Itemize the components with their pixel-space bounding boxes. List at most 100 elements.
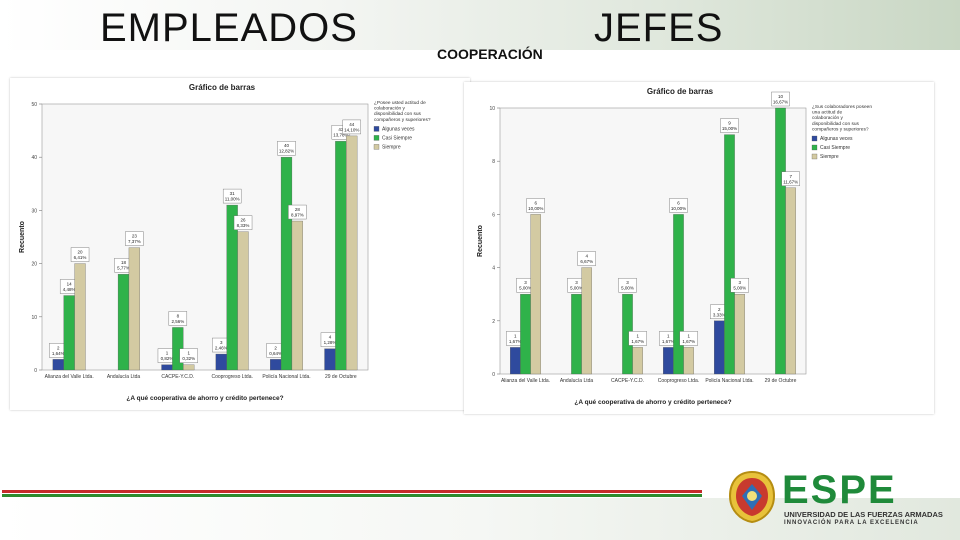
bar bbox=[673, 214, 684, 375]
data-label: 6 10,00% bbox=[528, 200, 543, 211]
x-tick-label: Policía Nacional Ltda. bbox=[262, 374, 310, 380]
data-label-box bbox=[781, 171, 800, 187]
y-tick-label: 0 bbox=[34, 368, 37, 374]
legend-item: Casi Siempre bbox=[820, 145, 850, 151]
bar bbox=[785, 187, 796, 375]
legend-swatch bbox=[373, 144, 380, 150]
data-label-box bbox=[233, 215, 253, 230]
bar bbox=[775, 107, 786, 375]
y-tick-label: 6 bbox=[492, 212, 495, 218]
legend-title: ¿Sus colaboradores poseen una actitud de c… bbox=[812, 104, 872, 132]
bar bbox=[571, 294, 582, 375]
data-label: 20 6,41% bbox=[74, 250, 87, 261]
x-tick-label: 29 de Octubre bbox=[325, 374, 357, 380]
bar bbox=[117, 274, 130, 371]
y-tick-label: 10 bbox=[489, 106, 495, 112]
x-tick-label: Andalucía Ltda bbox=[107, 374, 141, 380]
data-label: 7 11,67% bbox=[783, 174, 798, 185]
x-tick-label: Cooprogreso Ltda. bbox=[211, 374, 252, 380]
bar bbox=[128, 247, 140, 371]
data-label: 3 5,00% bbox=[733, 280, 746, 291]
legend-item: Algunas veces bbox=[382, 126, 415, 132]
espe-logo: ESPE UNIVERSIDAD DE LAS FUERZAS ARMADAS … bbox=[722, 466, 952, 530]
data-label: 18 5,77% bbox=[117, 260, 130, 271]
x-axis-label: ¿A qué cooperativa de ahorro y crédito p… bbox=[574, 399, 731, 406]
data-label-box bbox=[577, 251, 596, 266]
bar bbox=[714, 320, 725, 375]
data-label-box bbox=[771, 91, 790, 107]
data-label-box bbox=[342, 119, 361, 135]
data-label: 14 4,48% bbox=[63, 282, 76, 293]
bar bbox=[291, 220, 303, 371]
right-title: JEFES bbox=[594, 6, 724, 50]
bar bbox=[161, 364, 173, 371]
data-label: 4 6,67% bbox=[580, 254, 593, 265]
x-tick-label: Policía Nacional Ltda. bbox=[705, 378, 753, 384]
data-label: 2 1,64% bbox=[52, 345, 65, 356]
y-axis-label: Recuento bbox=[19, 221, 26, 253]
x-tick-label: Alianza del Valle Ltda. bbox=[45, 374, 94, 380]
data-label-box bbox=[730, 277, 749, 293]
data-label: 43 13,78% bbox=[333, 127, 348, 138]
data-label: 3 5,00% bbox=[519, 280, 532, 291]
chart-jefes: Gráfico de barras 0 2 4 6 8 10 Recuento 1 1,67% 3 5… bbox=[464, 82, 934, 414]
bar bbox=[324, 348, 336, 371]
legend-item: Siempre bbox=[382, 144, 401, 150]
data-label: 40 12,82% bbox=[279, 143, 294, 154]
subtitle: COOPERACIÓN bbox=[437, 46, 543, 62]
y-axis-label: Recuento bbox=[477, 225, 484, 257]
chart-jefes-svg: Gráfico de barras 0 2 4 6 8 10 Recuento 1 1,67% 3 5… bbox=[477, 87, 872, 406]
x-tick-label: CACPE-Y.C.D. bbox=[611, 378, 644, 384]
legend-swatch bbox=[811, 153, 818, 160]
y-tick-label: 10 bbox=[31, 315, 37, 321]
data-label: 44 14,10% bbox=[344, 122, 359, 133]
data-label: 1 1,67% bbox=[682, 333, 695, 344]
data-label-box bbox=[70, 247, 90, 262]
data-label: 31 11,00% bbox=[225, 191, 240, 202]
data-label-box bbox=[618, 277, 637, 293]
data-label-box bbox=[125, 231, 144, 246]
bar bbox=[74, 263, 86, 371]
plot-area bbox=[41, 103, 369, 371]
chart-empleados-svg: Gráfico de barras 0 10 20 30 40 50 Recuento 2 1,6… bbox=[19, 83, 431, 402]
x-tick-label: CACPE-Y.C.D. bbox=[161, 374, 194, 380]
legend-swatch bbox=[811, 144, 818, 151]
y-tick-label: 8 bbox=[492, 159, 495, 165]
x-tick-label: 29 de Octubre bbox=[765, 378, 797, 384]
left-title: EMPLEADOS bbox=[100, 6, 358, 50]
y-tick-label: 4 bbox=[492, 266, 495, 272]
footer-band bbox=[0, 498, 960, 540]
data-label: 26 8,33% bbox=[237, 218, 250, 229]
bar bbox=[215, 353, 227, 371]
legend-item: Siempre bbox=[820, 154, 839, 160]
data-label-box bbox=[669, 198, 688, 213]
data-label: 3 5,00% bbox=[621, 280, 634, 291]
legend-swatch bbox=[373, 135, 380, 141]
x-tick-label: Alianza del Valle Ltda. bbox=[501, 378, 550, 384]
chart-title: Gráfico de barras bbox=[647, 87, 714, 96]
data-label: 1 1,67% bbox=[631, 333, 644, 344]
bar bbox=[346, 135, 358, 371]
bar bbox=[581, 267, 592, 375]
data-label-box bbox=[277, 141, 296, 156]
bar bbox=[520, 294, 531, 375]
bar bbox=[63, 295, 75, 371]
bar bbox=[335, 141, 347, 371]
espe-emblem-icon bbox=[728, 470, 776, 524]
bar bbox=[632, 347, 643, 375]
data-label: 3 2,46% bbox=[215, 340, 228, 351]
data-label: 4 1,28% bbox=[324, 335, 337, 346]
bar bbox=[183, 364, 195, 371]
x-tick-label: Cooprogreso Ltda. bbox=[658, 378, 699, 384]
y-tick-label: 40 bbox=[31, 155, 37, 161]
chart-empleados: Gráfico de barras 0 10 20 30 40 50 Recuento 2 1,6… bbox=[10, 78, 470, 410]
legend-item: Algunas veces bbox=[820, 136, 853, 142]
data-label-box bbox=[179, 348, 198, 363]
bar bbox=[510, 347, 521, 375]
data-label: 8 2,56% bbox=[171, 313, 184, 324]
data-label: 23 7,37% bbox=[128, 234, 141, 245]
y-tick-label: 0 bbox=[492, 372, 495, 378]
legend-swatch bbox=[373, 126, 380, 132]
legend-title: ¿Posee usted actitud de colaboración y dis… bbox=[374, 100, 431, 123]
plot-area bbox=[499, 107, 807, 375]
